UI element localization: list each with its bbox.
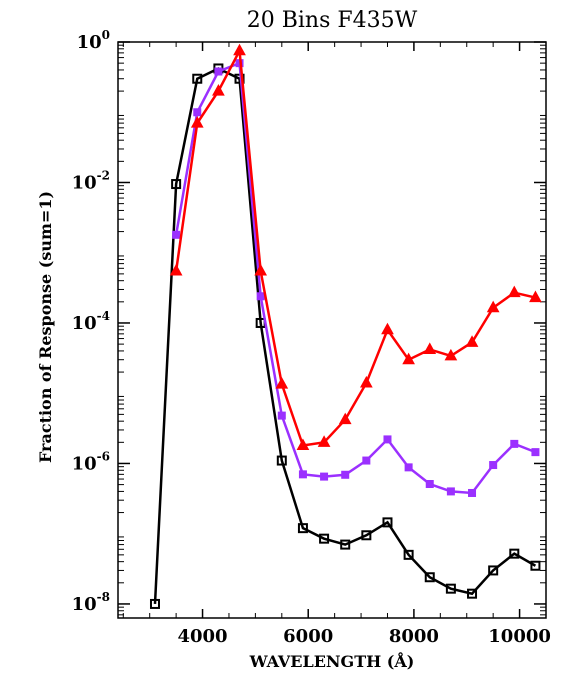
data-point (256, 292, 265, 301)
data-point (423, 342, 437, 354)
data-point (381, 322, 394, 335)
data-point (404, 463, 413, 472)
y-tick-label: 10-8 (72, 590, 110, 615)
y-axis-label: Fraction of Response (sum=1) (36, 191, 55, 463)
data-point (362, 456, 371, 465)
data-point (403, 549, 414, 560)
x-tick-label: 4000 (177, 626, 227, 647)
series-group (149, 43, 542, 609)
data-point (275, 377, 289, 389)
data-point (341, 470, 350, 479)
data-point (467, 588, 478, 599)
series-line (174, 46, 536, 447)
data-point (172, 230, 181, 239)
data-point (254, 263, 268, 276)
data-point (233, 43, 246, 56)
data-point (425, 480, 434, 489)
data-point (445, 583, 456, 594)
data-point (402, 352, 415, 365)
data-point (169, 263, 183, 276)
data-point (297, 523, 308, 534)
data-point (190, 116, 204, 128)
data-point (319, 533, 330, 544)
data-point (531, 448, 540, 457)
data-point (530, 560, 541, 571)
data-point (529, 290, 542, 303)
data-point (465, 335, 479, 347)
y-tick-label: 10-6 (72, 449, 110, 474)
data-point (277, 411, 286, 420)
data-point (509, 548, 520, 559)
data-point (489, 461, 498, 470)
data-point (149, 598, 160, 609)
series-0 (149, 63, 541, 609)
series-line (153, 67, 537, 605)
data-point (361, 530, 372, 541)
data-point (340, 539, 351, 550)
data-point (510, 439, 519, 448)
data-point (296, 438, 310, 451)
series-line (174, 61, 536, 495)
axes: 4000 6000 8000 10000 100 10-2 10-4 10-6 10-8 (72, 28, 551, 647)
data-point (444, 348, 458, 361)
data-point (383, 435, 392, 444)
data-point (338, 412, 352, 425)
y-tick-label: 10-2 (72, 168, 110, 193)
data-point (192, 73, 203, 84)
data-point (488, 565, 499, 576)
x-axis-label: WAVELENGTH (Å) (249, 650, 415, 671)
data-point (468, 488, 477, 497)
data-point (360, 375, 373, 388)
data-point (171, 179, 182, 190)
x-tick-label: 10000 (488, 626, 551, 647)
data-point (424, 572, 435, 583)
x-tick-label: 6000 (283, 626, 333, 647)
plot-frame (117, 41, 547, 619)
data-point (320, 472, 329, 481)
data-point (507, 285, 521, 298)
chart-title: 20 Bins F435W (247, 8, 418, 33)
x-tick-label: 8000 (389, 626, 439, 647)
y-tick-label: 10-4 (72, 309, 110, 334)
data-point (276, 455, 287, 466)
data-point (193, 108, 202, 117)
y-tick-label: 100 (77, 28, 110, 53)
series-1 (172, 59, 540, 497)
data-point (214, 67, 223, 76)
data-point (212, 84, 225, 96)
data-point (298, 470, 307, 479)
series-2 (169, 43, 542, 451)
data-point (317, 435, 331, 447)
data-point (446, 487, 455, 496)
data-point (382, 517, 393, 528)
data-point (486, 300, 500, 313)
